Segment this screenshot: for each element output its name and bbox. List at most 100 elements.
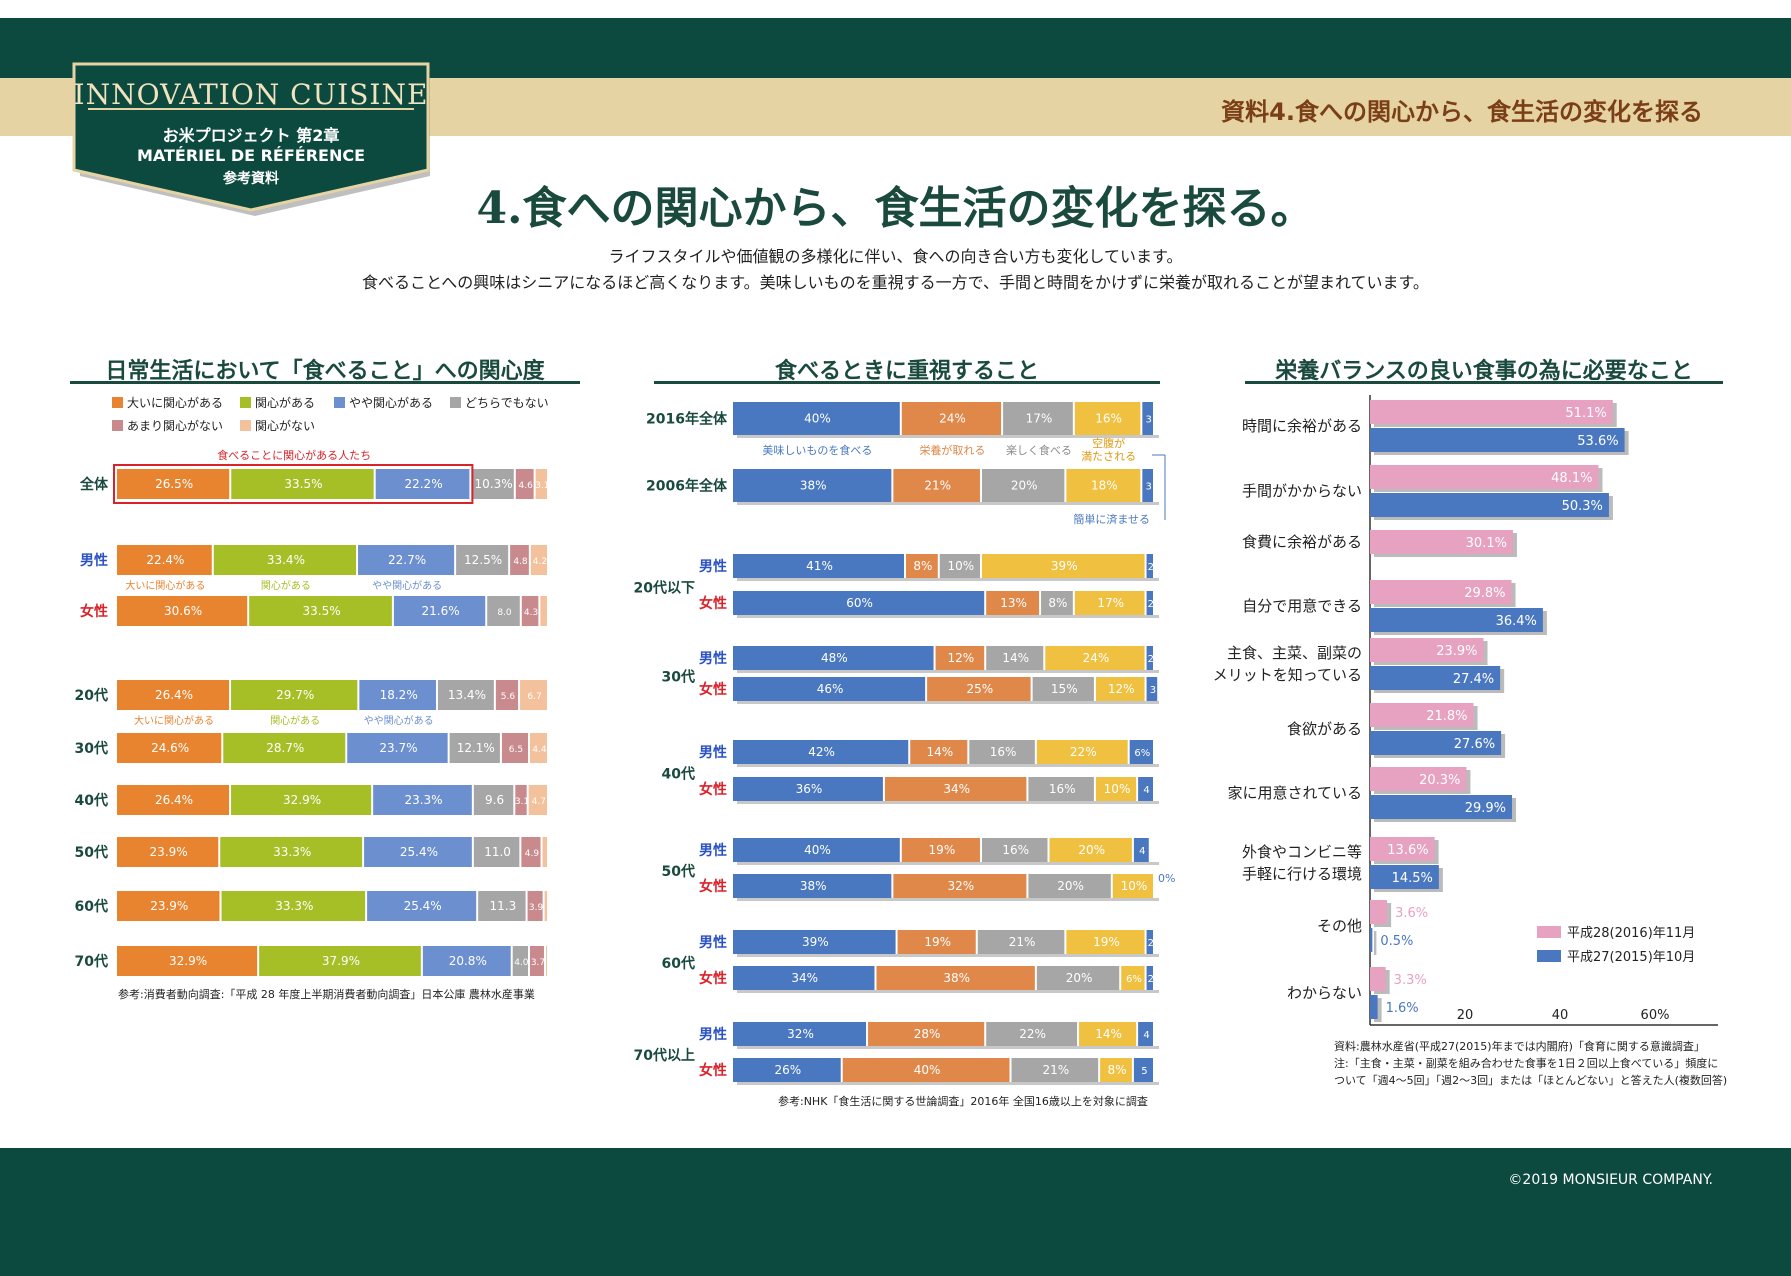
- legend-item: どちらでもない: [450, 394, 549, 411]
- bar-segment: [884, 777, 1027, 801]
- highlight-label: 食べることに関心がある人たち: [217, 448, 371, 462]
- bar-value-label: 28.7%: [266, 741, 304, 755]
- bar-value-label: 29.7%: [276, 688, 314, 702]
- bar-segment: [521, 596, 539, 626]
- bar-segment: [529, 733, 547, 763]
- bar-value-label: 15%: [1051, 682, 1078, 696]
- bar-value-label: 17%: [1097, 596, 1124, 610]
- legend-swatch: [240, 397, 251, 408]
- category-label: 自分で用意できる: [1242, 597, 1362, 615]
- page-subtitle: 資料4.食への関心から、食生活の変化を探る: [1221, 98, 1703, 126]
- bar-value-label: 22%: [1070, 745, 1097, 759]
- bar: [1370, 493, 1609, 517]
- category-label: 家に用意されている: [1227, 784, 1362, 802]
- bar-value-label: 21.8%: [1426, 709, 1467, 724]
- bar-value-label: 34%: [791, 971, 818, 985]
- category-label: 食費に余裕がある: [1242, 533, 1362, 551]
- bar-value-label: 26.4%: [155, 688, 193, 702]
- bar-value-label: 32%: [948, 879, 975, 893]
- bar-segment: [1146, 677, 1158, 701]
- bar-value-label: 48.1%: [1551, 471, 1592, 486]
- bar-segment: [986, 591, 1040, 615]
- bar: [1370, 865, 1439, 889]
- legend-label: 平成28(2016)年11月: [1567, 926, 1695, 941]
- bar-value-label: 4: [1143, 785, 1149, 796]
- bar-segment: [986, 1022, 1078, 1046]
- bar-value-label: 32%: [787, 1027, 814, 1041]
- bar-value-label: 38%: [800, 879, 827, 893]
- bar-segment: [358, 545, 455, 575]
- bar-segment: [1032, 677, 1094, 701]
- bar-segment: [393, 596, 486, 626]
- bar-segment: [733, 930, 896, 954]
- bar-segment: [512, 946, 528, 976]
- bar-value-label: 18.2%: [380, 688, 418, 702]
- bar-value-label: 16%: [1095, 412, 1122, 426]
- bar-value-label: 60%: [846, 596, 873, 610]
- bar-segment: [981, 469, 1065, 502]
- legend-label: 関心がない: [255, 419, 316, 433]
- chart2-title-rule: [654, 381, 1160, 384]
- bar-value-label: 16%: [1002, 843, 1029, 857]
- group-label: 50代: [662, 863, 695, 880]
- badge-project: お米プロジェクト 第2章: [162, 126, 340, 145]
- row-label: 男性: [80, 552, 108, 569]
- badge-shield: [72, 62, 430, 216]
- bar-segment: [1036, 740, 1128, 764]
- bar-segment: [367, 891, 477, 921]
- bar-segment: [117, 837, 219, 867]
- bar-value-label: 25.4%: [404, 899, 442, 913]
- row-label: 男性: [699, 934, 727, 951]
- bar: [1370, 666, 1501, 690]
- bar-shadow: [737, 1046, 1159, 1049]
- bar-segment: [223, 733, 346, 763]
- bar-value-label: 29.8%: [1464, 586, 1505, 601]
- bar-shadow: [737, 615, 1159, 618]
- category-label: 食欲がある: [1287, 720, 1362, 738]
- bar-value-label: 6.5: [509, 745, 523, 755]
- inline-category-label: やや関心がある: [372, 579, 442, 592]
- bar-value-label: 17%: [1026, 412, 1053, 426]
- bar-value-label: 19%: [924, 935, 951, 949]
- bar-segment: [1146, 646, 1153, 670]
- legend-swatch: [1537, 950, 1561, 962]
- category-label: 美味しいものを食べる: [762, 443, 872, 457]
- bar-value-label: 32.9%: [283, 793, 321, 807]
- zero-note: 0%: [1158, 872, 1175, 885]
- bar: [1370, 638, 1484, 662]
- chart3-title: 栄養バランスの良い食事の為に必要なこと: [1275, 359, 1693, 384]
- bar-segment: [1112, 874, 1153, 898]
- category-label: 手間がかからない: [1242, 482, 1362, 500]
- page-title: 4.食への関心から、食生活の変化を探る。: [476, 183, 1315, 234]
- bar-segment: [927, 677, 1031, 701]
- bar-segment: [473, 837, 520, 867]
- bar-value-label: 48%: [821, 651, 848, 665]
- bar-segment: [733, 402, 900, 435]
- bar-value-label: 3.6%: [1395, 906, 1428, 921]
- bar-segment: [501, 733, 528, 763]
- chart2-source: 参考:NHK「食生活に関する世論調査」2016年 全国16歳以上を対象に調査: [778, 1095, 1148, 1108]
- bar: [1370, 731, 1502, 755]
- legend-swatch: [112, 397, 123, 408]
- legend-swatch: [334, 397, 345, 408]
- bar-segment: [544, 891, 547, 921]
- bar-segment: [733, 874, 892, 898]
- bar-value-label: 41%: [806, 559, 833, 573]
- bar-segment: [1133, 1058, 1153, 1082]
- bar-segment: [1121, 966, 1145, 990]
- bar-segment: [117, 545, 212, 575]
- bar-value-label: 40%: [914, 1063, 941, 1077]
- bar-value-label: 22%: [1019, 1027, 1046, 1041]
- copyright: ©2019 MONSIEUR COMPANY.: [1508, 1172, 1713, 1188]
- bar-value-label: 4.3: [524, 608, 538, 618]
- row-label: 30代: [75, 740, 108, 757]
- bar-segment: [117, 680, 230, 710]
- bar-value-label: 13%: [1000, 596, 1027, 610]
- row-label: 女性: [699, 681, 727, 698]
- bar-shadow: [737, 801, 1159, 804]
- bar-segment: [981, 554, 1145, 578]
- inline-category-label: 関心がある: [270, 714, 320, 727]
- bar-value-label: 3: [1145, 415, 1151, 426]
- bar-value-label: 1.6%: [1386, 1001, 1419, 1016]
